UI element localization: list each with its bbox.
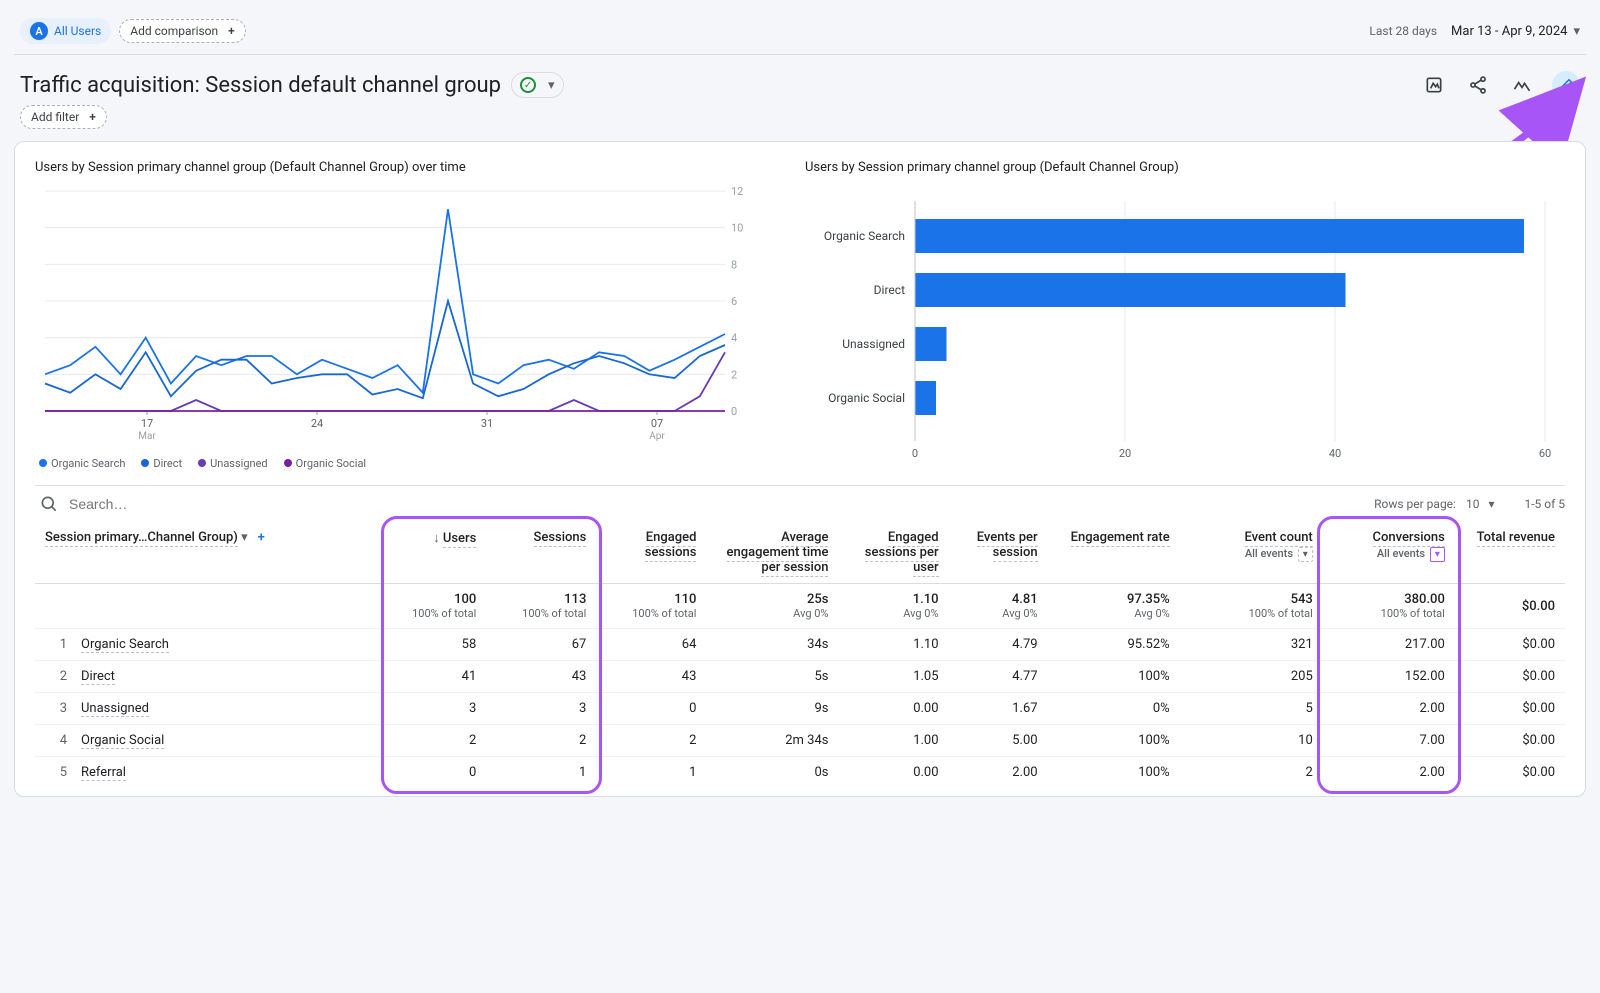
th-eventCount[interactable]: Event countAll events ▾ [1180, 522, 1323, 584]
top-bar: A All Users Add comparison+ Last 28 days… [14, 14, 1586, 54]
audience-initial: A [30, 22, 48, 40]
svg-text:Organic Social: Organic Social [828, 391, 905, 405]
customize-icon[interactable] [1420, 71, 1448, 99]
title-row: Traffic acquisition: Session default cha… [14, 65, 1586, 99]
date-label: Last 28 days [1369, 24, 1437, 38]
audience-label: All Users [54, 24, 101, 38]
audience-chip[interactable]: A All Users [20, 18, 111, 44]
svg-text:20: 20 [1119, 447, 1131, 460]
svg-text:Organic Search: Organic Search [824, 229, 905, 243]
report-card: Users by Session primary channel group (… [14, 141, 1586, 797]
check-icon: ✓ [520, 77, 536, 93]
svg-text:8: 8 [731, 258, 737, 271]
data-table: Session primary…Channel Group) ▾+↓ Users… [35, 522, 1565, 788]
th-revenue[interactable]: Total revenue [1455, 522, 1565, 584]
table-wrapper: Session primary…Channel Group) ▾+↓ Users… [35, 522, 1565, 788]
date-range[interactable]: Mar 13 - Apr 9, 2024▾ [1451, 24, 1580, 39]
svg-text:Apr: Apr [649, 431, 665, 442]
search-icon [39, 494, 59, 514]
line-chart: 02468101217Mar243107Apr [35, 181, 755, 451]
table-row[interactable]: 3Unassigned3309s0.001.670%52.00$0.00 [35, 693, 1565, 725]
page-range: 1-5 of 5 [1524, 497, 1565, 511]
rows-per-page-label: Rows per page: [1374, 497, 1456, 511]
line-chart-legend: Organic Search Direct Unassigned Organic So… [35, 457, 775, 470]
share-icon[interactable] [1464, 71, 1492, 99]
bar-chart: 0 20 40 60 Organic Search Direct Unassigned Org… [805, 181, 1565, 471]
legend-item[interactable]: Direct [141, 457, 182, 470]
rows-per-page-value[interactable]: 10 ▾ [1466, 497, 1495, 511]
svg-text:Mar: Mar [138, 431, 156, 442]
page-title: Traffic acquisition: Session default cha… [20, 73, 501, 98]
th-avgEng[interactable]: Average engagement time per session [706, 522, 838, 584]
bar-chart-panel: Users by Session primary channel group (… [805, 160, 1565, 471]
svg-text:Unassigned: Unassigned [842, 337, 905, 351]
legend-item[interactable]: Organic Search [39, 457, 125, 470]
th-eventsPer[interactable]: Events per session [949, 522, 1048, 584]
totals-row: 100100% of total113100% of total110100% … [35, 584, 1565, 629]
insights-icon[interactable] [1508, 71, 1536, 99]
bar-chart-title: Users by Session primary channel group (… [805, 160, 1565, 175]
th-engPerUser[interactable]: Engaged sessions per user [838, 522, 948, 584]
line-chart-title: Users by Session primary channel group (… [35, 160, 775, 175]
plus-icon: + [228, 24, 235, 38]
table-row[interactable]: 2Direct4143435s1.054.77100%205152.00$0.0… [35, 661, 1565, 693]
add-filter-chip[interactable]: Add filter+ [20, 105, 107, 129]
plus-icon: + [89, 110, 96, 124]
svg-text:0: 0 [731, 405, 737, 418]
svg-text:31: 31 [481, 417, 493, 430]
th-engRate[interactable]: Engagement rate [1048, 522, 1180, 584]
svg-text:10: 10 [731, 222, 743, 235]
table-row[interactable]: 1Organic Search58676434s1.104.7995.52%32… [35, 629, 1565, 661]
th-users[interactable]: ↓ Users [387, 522, 486, 584]
svg-text:17: 17 [141, 417, 153, 430]
th-sessions[interactable]: Sessions [486, 522, 596, 584]
table-toolbar: Rows per page: 10 ▾ 1-5 of 5 [35, 485, 1565, 522]
add-dimension-icon[interactable]: + [258, 530, 265, 545]
legend-item[interactable]: Unassigned [198, 457, 268, 470]
svg-text:40: 40 [1329, 447, 1341, 460]
table-row[interactable]: 5Referral0110s0.002.00100%22.00$0.00 [35, 757, 1565, 789]
line-chart-panel: Users by Session primary channel group (… [35, 160, 775, 470]
add-comparison-chip[interactable]: Add comparison+ [119, 19, 246, 43]
svg-text:4: 4 [731, 332, 737, 345]
table-row[interactable]: 4Organic Social2222m 34s1.005.00100%107.… [35, 725, 1565, 757]
search-input[interactable] [67, 495, 1374, 513]
th-primary-dimension[interactable]: Session primary…Channel Group) ▾+ [35, 522, 387, 584]
legend-item[interactable]: Organic Social [284, 457, 367, 470]
svg-text:0: 0 [912, 447, 918, 460]
chevron-down-icon: ▾ [548, 78, 555, 93]
status-pill[interactable]: ✓ ▾ [511, 72, 564, 98]
svg-text:12: 12 [731, 185, 743, 198]
edit-icon[interactable] [1552, 71, 1580, 99]
svg-text:60: 60 [1539, 447, 1551, 460]
svg-text:07: 07 [651, 417, 663, 430]
svg-text:24: 24 [311, 417, 323, 430]
svg-text:6: 6 [731, 295, 737, 308]
th-conversions[interactable]: ConversionsAll events ▾ [1323, 522, 1455, 584]
svg-text:2: 2 [731, 368, 737, 381]
chevron-down-icon: ▾ [1573, 24, 1580, 39]
th-engSessions[interactable]: Engaged sessions [596, 522, 706, 584]
svg-text:Direct: Direct [874, 283, 905, 297]
